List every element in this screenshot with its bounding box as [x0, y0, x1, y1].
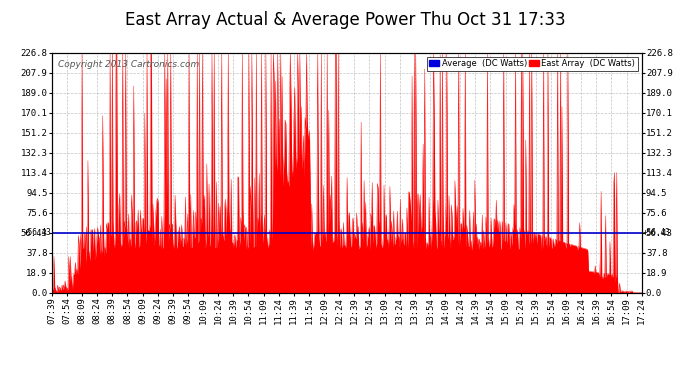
Legend: Average  (DC Watts), East Array  (DC Watts): Average (DC Watts), East Array (DC Watts… — [426, 57, 638, 70]
Text: +56.43: +56.43 — [642, 228, 670, 237]
Text: +56.43: +56.43 — [23, 228, 51, 237]
Text: East Array Actual & Average Power Thu Oct 31 17:33: East Array Actual & Average Power Thu Oc… — [125, 11, 565, 29]
Text: Copyright 2013 Cartronics.com: Copyright 2013 Cartronics.com — [58, 60, 199, 69]
